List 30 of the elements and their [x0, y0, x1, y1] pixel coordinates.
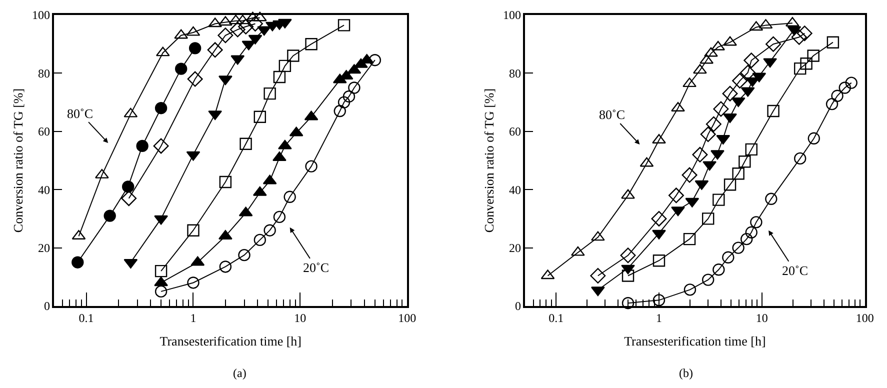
x-tick-label: 1: [656, 311, 662, 326]
x-tick-label: 0.1: [548, 311, 564, 326]
y-tick-label: 0: [514, 299, 521, 314]
y-tick-label: 40: [508, 182, 521, 197]
x-tick-label: 10: [294, 311, 306, 326]
text: (b): [679, 366, 693, 380]
annotation: 80˚C: [599, 107, 625, 122]
y-tick-label: 80: [38, 66, 50, 80]
y-tick-label: 20: [38, 241, 50, 255]
y-axis-title: Conversion ratio of TG [%]: [481, 88, 496, 233]
y-axis-title: Conversion ratio of TG [%]: [10, 88, 26, 233]
annotation: 20˚C: [303, 260, 329, 275]
annotation: 80˚C: [67, 106, 93, 121]
y-tick-label: 0: [44, 299, 50, 314]
x-tick-label: 100: [856, 311, 874, 326]
x-tick-label: 0.1: [78, 311, 94, 326]
x-axis-title: Transesterification time [h]: [160, 333, 302, 348]
x-axis-title: Transesterification time [h]: [624, 333, 766, 348]
y-tick-label: 60: [508, 124, 521, 139]
y-tick-label: 100: [502, 8, 521, 22]
annotation: 20˚C: [782, 263, 808, 278]
y-tick-label: 20: [508, 241, 521, 255]
y-tick-label: 40: [38, 182, 50, 197]
y-tick-label: 100: [32, 8, 50, 22]
y-tick-label: 80: [508, 66, 521, 80]
x-tick-label: 10: [756, 311, 768, 326]
y-tick-label: 60: [38, 124, 50, 139]
text: (a): [233, 366, 246, 380]
x-tick-label: 100: [398, 311, 416, 326]
x-tick-label: 1: [190, 311, 196, 326]
